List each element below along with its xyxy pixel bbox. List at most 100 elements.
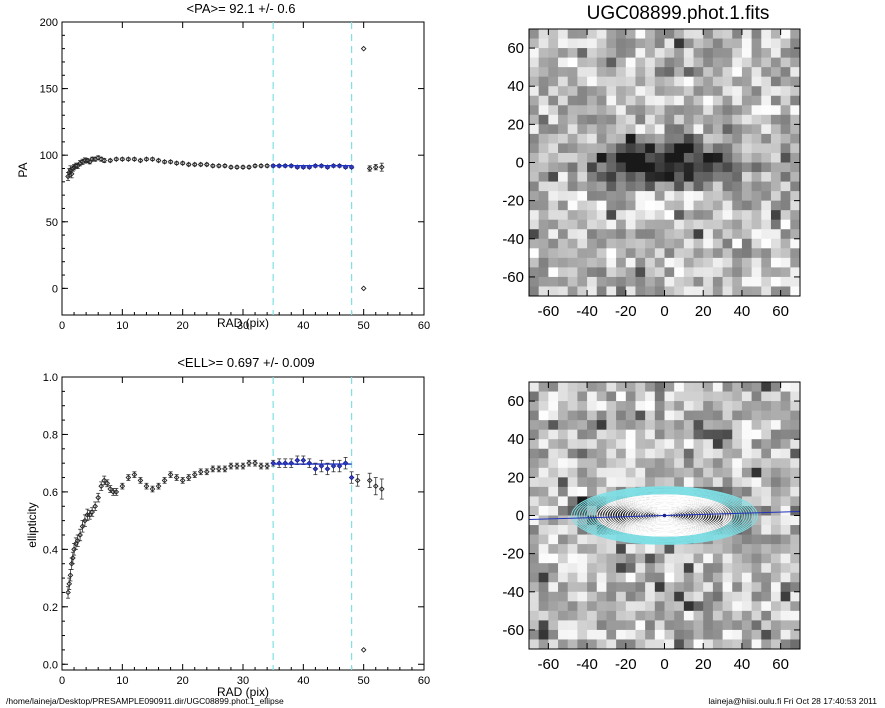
overlay-pixel [558, 448, 569, 459]
image-pixel [558, 67, 569, 78]
image-pixel [587, 143, 598, 154]
image-pixel [751, 38, 762, 49]
overlay-pixel [761, 496, 772, 507]
image-pixel [606, 48, 617, 59]
image-pixel [587, 200, 598, 211]
image-pixel [780, 200, 791, 211]
overlay-pixel [558, 534, 569, 545]
image-pixel [780, 267, 791, 278]
overlay-pixel [770, 582, 782, 593]
overlay-pixel [654, 429, 665, 440]
image-pixel [606, 229, 617, 240]
image-pixel [567, 276, 578, 287]
overlay-pixel [596, 458, 607, 469]
image-pixel [741, 95, 753, 106]
image-pixel [625, 133, 636, 144]
pa-x-axis-label: RAD (pix) [217, 316, 269, 330]
overlay-pixel [548, 639, 559, 650]
image-pixel [645, 67, 656, 78]
image-pixel [761, 248, 772, 259]
image-pixel [693, 172, 704, 183]
overlay-pixel [529, 572, 540, 583]
overlay-pixel [761, 382, 772, 393]
image-pixel [790, 124, 801, 135]
image-pixel [567, 124, 578, 135]
image-pixel [596, 286, 607, 297]
overlay-pixel [529, 515, 540, 526]
overlay-pixel [635, 629, 646, 640]
overlay-pixel [664, 458, 675, 469]
overlay-pixel [751, 572, 762, 583]
image-pixel [732, 38, 743, 49]
overlay-pixel [567, 610, 578, 621]
image-pixel [538, 248, 549, 259]
overlay-pixel [770, 572, 782, 583]
overlay-pixel [645, 477, 656, 488]
image-pixel [567, 181, 578, 192]
overlay-pixel [741, 601, 753, 612]
overlay-pixel [548, 439, 559, 450]
overlay-pixel [577, 458, 588, 469]
image-pixel [635, 162, 646, 173]
overlay-pixel [529, 591, 540, 602]
overlay-pixel [683, 477, 695, 488]
image-pixel [761, 105, 772, 116]
overlay-pixel [741, 458, 753, 469]
image-pixel [780, 257, 791, 268]
overlay-pixel [529, 486, 540, 497]
overlay-pixel [674, 563, 685, 574]
image-pixel [751, 181, 762, 192]
overlay-pixel [761, 553, 772, 564]
image-pixel [558, 267, 569, 278]
overlay-pixel [732, 391, 743, 402]
image-pixel [683, 181, 695, 192]
image-pixel [558, 162, 569, 173]
image-pixel [732, 152, 743, 163]
image-pixel [770, 200, 782, 211]
pa-data-point [360, 45, 367, 52]
image-pixel [606, 172, 617, 183]
image-pixel [548, 152, 559, 163]
image-pixels [529, 29, 801, 297]
overlay-pixel [693, 391, 704, 402]
image-pixel [703, 200, 714, 211]
image-pixel [635, 200, 646, 211]
image-pixel [645, 162, 656, 173]
image-pixel [577, 95, 588, 106]
isophote-ellipse [634, 505, 695, 526]
image-pixel [664, 229, 675, 240]
overlay-pixel [664, 639, 675, 650]
overlay-pixel [751, 391, 762, 402]
image-pixel [732, 181, 743, 192]
image-pixel [606, 191, 617, 202]
image-pixel [722, 286, 733, 297]
galaxy-center-marker [662, 513, 667, 518]
image-pixel [596, 152, 607, 163]
overlay-pixel [529, 610, 540, 621]
image-pixel [654, 257, 665, 268]
image-pixel [780, 162, 791, 173]
image-pixel [780, 105, 791, 116]
image-pixel [548, 29, 559, 40]
image-pixel [596, 95, 607, 106]
overlay-pixel [741, 505, 753, 516]
image-pixel [703, 229, 714, 240]
image-pixel [732, 143, 743, 154]
overlay-pixel [683, 601, 695, 612]
isophote-ellipse [588, 491, 741, 540]
image-pixel [645, 124, 656, 135]
overlay-pixel [683, 572, 695, 583]
image-pixel [635, 105, 646, 116]
overlay-pixel [606, 429, 617, 440]
image-pixel [577, 86, 588, 97]
image-pixel [654, 76, 665, 87]
image-pixel [654, 229, 665, 240]
overlay-y-tick-label: 20 [507, 469, 524, 486]
image-pixel [693, 38, 704, 49]
image-pixel [732, 276, 743, 287]
overlay-pixel [606, 563, 617, 574]
image-pixel [596, 248, 607, 259]
image-pixel [693, 219, 704, 230]
overlay-pixel [770, 391, 782, 402]
image-pixel [538, 86, 549, 97]
